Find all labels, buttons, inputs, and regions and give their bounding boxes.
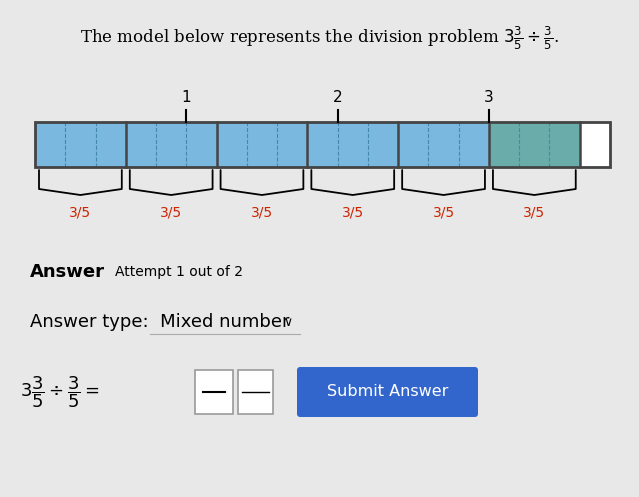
Text: $3\dfrac{3}{5}\div\dfrac{3}{5}=$: $3\dfrac{3}{5}\div\dfrac{3}{5}=$ <box>20 374 100 410</box>
Bar <box>580 122 610 167</box>
Text: 3/5: 3/5 <box>523 205 546 219</box>
Text: 3/5: 3/5 <box>160 205 182 219</box>
Text: 3/5: 3/5 <box>251 205 273 219</box>
FancyBboxPatch shape <box>297 367 478 417</box>
Text: The model below represents the division problem $3\frac{3}{5}\div\frac{3}{5}$.: The model below represents the division … <box>81 25 560 52</box>
Text: 3/5: 3/5 <box>433 205 454 219</box>
Text: 3/5: 3/5 <box>342 205 364 219</box>
Bar <box>35 122 489 167</box>
Text: 2: 2 <box>333 90 343 105</box>
Text: 3/5: 3/5 <box>70 205 91 219</box>
Text: 1: 1 <box>181 90 191 105</box>
Bar <box>489 122 580 167</box>
Bar <box>238 370 273 414</box>
Bar <box>35 122 610 167</box>
Text: 3: 3 <box>484 90 494 105</box>
Text: Answer type:  Mixed number: Answer type: Mixed number <box>30 313 289 331</box>
Text: ∨: ∨ <box>283 316 292 329</box>
Text: Submit Answer: Submit Answer <box>327 385 448 400</box>
Text: Attempt 1 out of 2: Attempt 1 out of 2 <box>115 265 243 279</box>
Text: Answer: Answer <box>30 263 105 281</box>
Bar <box>195 370 233 414</box>
